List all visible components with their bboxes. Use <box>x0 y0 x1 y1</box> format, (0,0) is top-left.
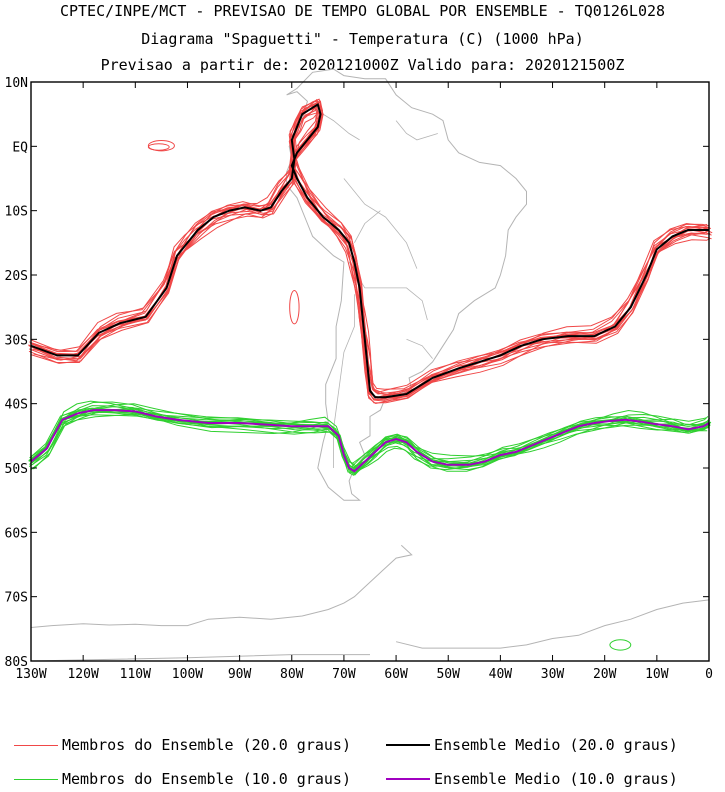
legend-item-mean-10: Ensemble Medio (10.0 graus) <box>386 770 678 788</box>
country-border <box>406 338 433 359</box>
header-line1: CPTEC/INPE/MCT - PREVISAO DE TEMPO GLOBA… <box>59 2 666 20</box>
ensemble-member-line <box>28 101 710 405</box>
legend-label-members-20: Membros do Ensemble (20.0 graus) <box>62 736 351 754</box>
y-tick-label: 50S <box>5 462 28 477</box>
country-border <box>354 210 381 243</box>
coastline <box>286 68 527 501</box>
y-tick-label: 80S <box>5 655 28 670</box>
x-tick-label: 70W <box>332 667 356 682</box>
legend-swatch-members-20 <box>14 744 58 746</box>
x-tick-label: 60W <box>384 667 408 682</box>
ensemble-mean-10-line <box>30 409 710 473</box>
coastline <box>395 599 710 649</box>
member-closed-contour <box>147 140 175 152</box>
x-tick-label: 20W <box>593 667 617 682</box>
legend: Membros do Ensemble (20.0 graus) Ensembl… <box>0 730 725 792</box>
member-closed-contour <box>147 143 170 151</box>
legend-item-members-20: Membros do Ensemble (20.0 graus) <box>14 736 351 754</box>
ensemble-member-line <box>30 111 712 395</box>
coastline <box>30 654 370 662</box>
ensemble-member-line <box>30 101 708 404</box>
x-tick-label: 0 <box>705 667 713 682</box>
legend-label-members-10: Membros do Ensemble (10.0 graus) <box>62 770 351 788</box>
y-tick-label: 30S <box>5 333 28 348</box>
x-tick-label: 50W <box>436 667 460 682</box>
ensemble-member-line <box>28 413 710 474</box>
y-tick-label: 70S <box>5 591 28 606</box>
x-axis: 130W 120W 110W 100W 90W 80W 70W 60W 50W 40W 30W 20W… <box>15 82 713 682</box>
y-tick-label: 10N <box>5 76 28 91</box>
x-tick-label: 120W <box>67 667 98 682</box>
y-tick-label: EQ <box>12 140 28 155</box>
x-tick-label: 110W <box>120 667 151 682</box>
x-tick-label: 130W <box>15 667 46 682</box>
chart-title: Diagrama "Spaguetti" - Temperatura (C) (… <box>141 30 584 48</box>
y-tick-label: 10S <box>5 205 28 220</box>
ensemble-member-line <box>33 113 710 396</box>
ensemble-members-layer <box>28 98 713 651</box>
y-tick-label: 20S <box>5 269 28 284</box>
x-tick-label: 90W <box>228 667 252 682</box>
country-border <box>395 120 438 141</box>
legend-item-mean-20: Ensemble Medio (20.0 graus) <box>386 736 678 754</box>
legend-label-mean-20: Ensemble Medio (20.0 graus) <box>434 736 678 754</box>
legend-label-mean-10: Ensemble Medio (10.0 graus) <box>434 770 678 788</box>
x-tick-label: 30W <box>541 667 565 682</box>
legend-swatch-mean-10 <box>386 778 430 780</box>
y-axis: 10N EQ 10S 20S 30S 40S 50S 60S 70S 80S <box>5 76 709 670</box>
country-border <box>333 294 355 468</box>
header-line3: Previsao a partir de: 2020121000Z Valido… <box>100 56 625 74</box>
ensemble-mean-20-line <box>30 102 709 399</box>
y-tick-label: 40S <box>5 398 28 413</box>
ensemble-member-line <box>32 107 711 390</box>
coastline <box>30 544 413 628</box>
ensemble-mean-layer <box>30 102 710 473</box>
ensemble-member-line <box>31 407 711 474</box>
ensemble-member-line <box>29 104 713 393</box>
x-tick-label: 100W <box>172 667 203 682</box>
x-tick-label: 80W <box>280 667 304 682</box>
legend-swatch-mean-20 <box>386 744 430 746</box>
member-closed-contour <box>289 289 300 325</box>
ensemble-member-line <box>34 105 708 395</box>
coastline-layer <box>30 68 710 662</box>
plot-frame <box>30 81 710 662</box>
y-tick-label: 60S <box>5 526 28 541</box>
x-tick-label: 10W <box>645 667 669 682</box>
x-tick-label: 40W <box>489 667 513 682</box>
spaghetti-chart: 130W 120W 110W 100W 90W 80W 70W 60W 50W 40W 30W 20W… <box>5 68 713 682</box>
legend-item-members-10: Membros do Ensemble (10.0 graus) <box>14 770 351 788</box>
legend-swatch-members-10 <box>14 778 58 780</box>
ensemble-member-line <box>33 400 710 472</box>
country-border <box>343 178 418 269</box>
member-closed-contour <box>609 639 632 651</box>
ensemble-member-line <box>28 407 709 469</box>
